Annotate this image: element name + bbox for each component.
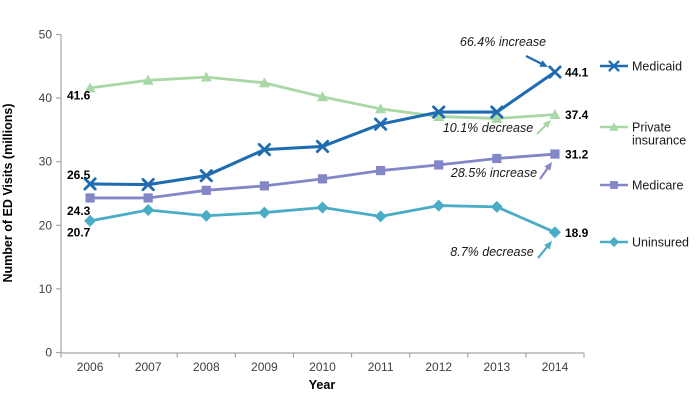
data-point-uninsured-2014 [548, 226, 561, 239]
legend-label-uninsured: Uninsured [632, 236, 689, 250]
first-value-label-private-insurance: 41.6 [67, 88, 91, 102]
annotation-text-10-1-decrease: 10.1% decrease [443, 121, 533, 135]
data-point-medicaid-2013 [490, 105, 504, 119]
x-tick-label-2012: 2012 [425, 360, 452, 374]
y-tick-label: 50 [39, 28, 53, 42]
annotation-arrowhead-8-7-decrease [544, 241, 552, 250]
last-value-label-medicare: 31.2 [565, 148, 589, 162]
legend-marker-private-insurance [609, 122, 619, 131]
first-value-label-medicaid: 26.5 [67, 168, 91, 182]
data-point-medicare-2011 [376, 166, 386, 176]
data-point-private-insurance-2009 [258, 77, 270, 88]
x-tick-label-2014: 2014 [542, 360, 569, 374]
data-point-uninsured-2012 [432, 199, 445, 212]
data-point-medicare-2008 [201, 185, 211, 195]
y-tick-label: 30 [39, 155, 53, 169]
data-point-uninsured-2008 [200, 209, 213, 222]
x-tick-label-2007: 2007 [135, 360, 162, 374]
data-point-medicaid-2006 [83, 177, 97, 191]
annotation-arrowhead-66-4-increase [539, 60, 548, 67]
x-axis-title: Year [309, 378, 336, 392]
last-value-label-private-insurance: 37.4 [565, 108, 589, 122]
legend-marker-medicaid [608, 60, 620, 72]
data-point-medicare-2012 [434, 160, 444, 170]
data-point-private-insurance-2012 [433, 111, 445, 121]
y-tick-label: 20 [39, 218, 53, 232]
x-tick-label-2008: 2008 [193, 360, 220, 374]
first-value-label-medicare: 24.3 [67, 204, 91, 218]
data-point-private-insurance-2007 [142, 74, 154, 85]
last-value-label-medicaid: 44.1 [565, 66, 589, 80]
data-point-private-insurance-2014 [549, 109, 561, 120]
annotation-text-28-5-increase: 28.5% increase [450, 166, 537, 180]
x-tick-label-2013: 2013 [483, 360, 510, 374]
legend-label-medicare: Medicare [632, 179, 683, 193]
annotation-arrowhead-10-1-decrease [542, 120, 551, 129]
data-point-medicaid-2010 [315, 139, 330, 154]
data-point-medicare-2013 [492, 153, 502, 164]
annotation-arrow-66-4-increase [525, 55, 545, 66]
data-point-medicaid-2011 [374, 117, 388, 131]
y-tick-label: 40 [39, 91, 53, 105]
first-value-label-uninsured: 20.7 [67, 225, 91, 239]
data-point-private-insurance-2010 [317, 91, 328, 102]
data-point-medicare-2010 [317, 174, 328, 184]
data-point-private-insurance-2008 [200, 71, 212, 82]
data-point-medicaid-2008 [199, 169, 213, 183]
y-axis-title: Number of ED Visits (millions) [1, 104, 15, 283]
data-point-private-insurance-2011 [375, 103, 387, 114]
annotation-text-66-4-increase: 66.4% increase [460, 35, 546, 49]
legend-label-medicaid: Medicaid [632, 60, 682, 74]
data-point-medicare-2009 [259, 181, 269, 191]
data-point-medicare-2014 [550, 149, 560, 159]
annotation-text-8-7-decrease: 8.7% decrease [450, 245, 533, 259]
data-point-medicaid-2014 [548, 65, 562, 79]
data-point-medicare-2006 [85, 193, 95, 203]
data-point-uninsured-2009 [258, 206, 271, 219]
x-tick-label-2011: 2011 [368, 360, 394, 374]
data-point-medicaid-2012 [432, 105, 446, 119]
data-point-uninsured-2006 [84, 214, 97, 227]
data-point-uninsured-2007 [142, 204, 155, 217]
y-tick-label: 10 [39, 282, 53, 296]
data-point-medicaid-2007 [141, 177, 155, 192]
data-point-uninsured-2013 [490, 200, 503, 213]
x-tick-label-2009: 2009 [251, 360, 278, 374]
data-point-uninsured-2010 [316, 201, 329, 214]
data-point-private-insurance-2013 [491, 112, 503, 123]
y-tick-label: 0 [45, 346, 52, 360]
legend-marker-medicare [610, 181, 618, 189]
data-point-private-insurance-2006 [84, 82, 96, 93]
data-point-medicare-2007 [143, 193, 153, 203]
data-point-medicaid-2009 [257, 143, 271, 157]
annotation-arrowhead-28-5-increase [544, 162, 552, 171]
x-tick-label-2006: 2006 [77, 360, 104, 374]
legend-label-private-insurance: Private insurance [632, 121, 686, 148]
last-value-label-uninsured: 18.9 [565, 226, 589, 240]
x-tick-label-2010: 2010 [309, 360, 336, 374]
data-point-uninsured-2011 [374, 210, 387, 223]
legend-marker-uninsured [608, 236, 620, 248]
